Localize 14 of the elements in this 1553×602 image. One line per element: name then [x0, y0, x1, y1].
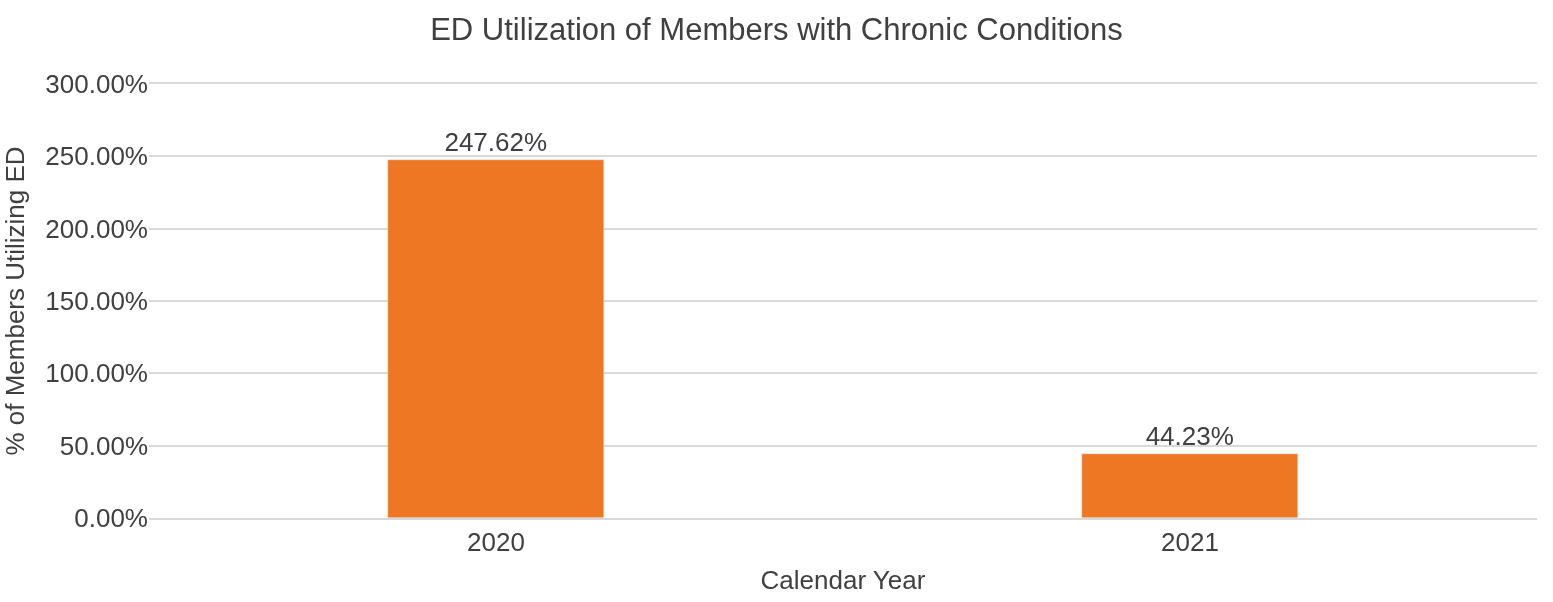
y-tick-label: 150.00%	[45, 286, 148, 317]
y-tick-label: 250.00%	[45, 141, 148, 172]
y-tick-label: 300.00%	[45, 69, 148, 100]
x-tick-label: 2021	[1161, 526, 1219, 557]
y-tick-label: 0.00%	[74, 503, 148, 534]
chart-title: ED Utilization of Members with Chronic Conditions	[430, 11, 1123, 47]
data-label: 247.62%	[444, 126, 548, 157]
y-axis-title: % of Members Utilizing ED	[0, 146, 30, 456]
data-label: 44.23%	[1145, 420, 1234, 451]
y-tick-label: 50.00%	[59, 430, 148, 461]
x-axis-title: Calendar Year	[760, 565, 926, 596]
y-tick-label: 200.00%	[45, 213, 148, 244]
x-tick-label: 2020	[467, 526, 525, 557]
y-tick-label: 100.00%	[45, 358, 148, 389]
